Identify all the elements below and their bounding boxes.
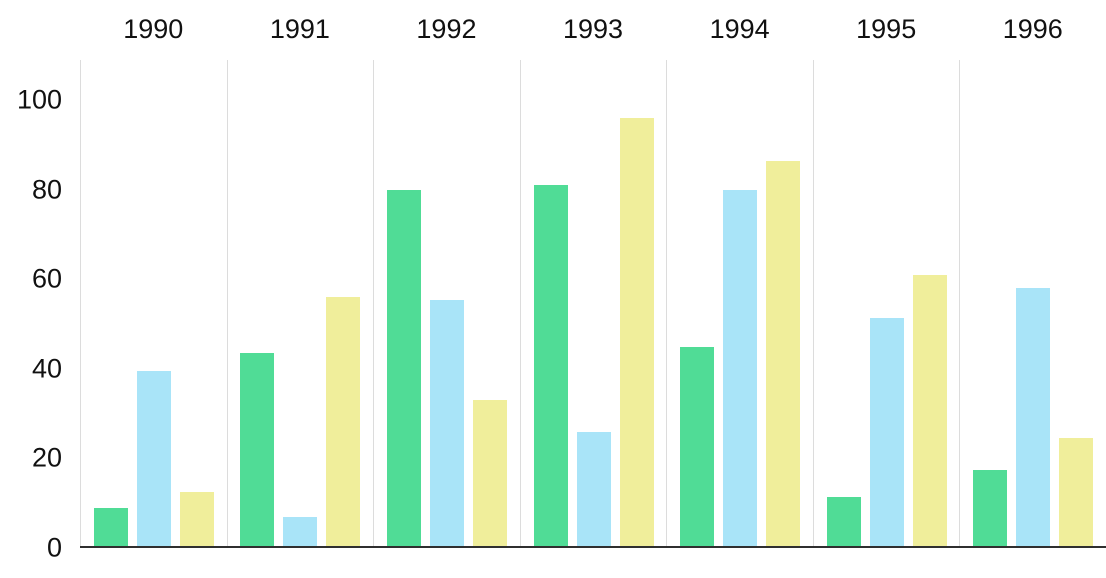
bar-group <box>666 60 813 546</box>
y-axis: 0 20 40 60 80 100 <box>0 60 72 561</box>
y-tick-label: 80 <box>31 174 62 205</box>
bar-green-series <box>240 353 275 546</box>
bar-yellow-series <box>472 400 507 546</box>
category-label: 1990 <box>123 14 184 44</box>
category-label: 1994 <box>709 14 770 44</box>
y-tick-label: 40 <box>31 353 62 384</box>
bar-group <box>226 60 374 546</box>
y-tick-label: 60 <box>31 263 62 294</box>
category-label: 1995 <box>856 14 917 44</box>
bar-green-series <box>93 507 128 546</box>
bar-blue-series <box>869 317 904 546</box>
bar-green-series <box>533 185 568 546</box>
y-tick-label: 0 <box>46 532 62 563</box>
category-labels: 1990 1991 1992 1993 1994 1995 1996 <box>80 0 1106 60</box>
bar-green-series <box>386 189 421 546</box>
bar-group <box>373 60 520 546</box>
bar-yellow-series <box>326 297 361 546</box>
bar-green-series <box>973 469 1008 546</box>
bar-yellow-series <box>179 492 214 546</box>
bar-blue-series <box>576 431 611 546</box>
bar-group <box>80 60 227 546</box>
bar-blue-series <box>1016 288 1051 546</box>
bar-green-series <box>680 346 715 546</box>
category-label: 1991 <box>269 14 330 44</box>
bar-blue-series <box>723 189 758 546</box>
bar-group <box>959 60 1106 546</box>
bar-group <box>812 60 960 546</box>
plot-area <box>80 60 1106 548</box>
bar-green-series <box>826 496 861 546</box>
bar-blue-series <box>283 516 318 546</box>
bar-group <box>519 60 667 546</box>
category-label: 1992 <box>416 14 477 44</box>
y-tick-label: 20 <box>31 442 62 473</box>
bar-yellow-series <box>1059 438 1094 546</box>
bar-yellow-series <box>766 160 801 546</box>
category-label: 1993 <box>562 14 624 44</box>
bar-blue-series <box>429 299 464 546</box>
category-label: 1996 <box>1002 14 1063 44</box>
bar-yellow-series <box>912 274 947 546</box>
bar-yellow-series <box>619 118 654 546</box>
bar-blue-series <box>136 371 171 546</box>
y-tick-label: 100 <box>16 84 62 115</box>
